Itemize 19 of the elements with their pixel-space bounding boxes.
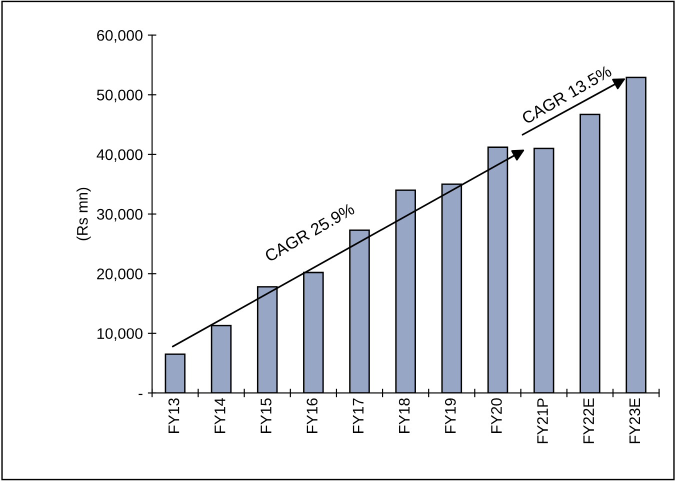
y-tick-label: 50,000: [96, 90, 142, 102]
x-tick-label: FY15: [260, 398, 272, 433]
x-tick-label: FY23E: [629, 398, 640, 444]
x-tick-label: FY16: [306, 398, 318, 433]
y-tick-label: 10,000: [98, 328, 142, 341]
x-tick-label: FY22E: [583, 398, 594, 444]
x-tick-label: FY14: [214, 398, 226, 433]
y-tick-label: 40,000: [96, 149, 142, 162]
y-tick-label: 20,000: [97, 268, 142, 282]
x-tick-label: FY17: [352, 398, 364, 433]
y-tick-label: 30,000: [96, 208, 142, 222]
y-tick-label: -: [138, 394, 142, 396]
y-tick-label: 60,000: [97, 30, 142, 43]
x-tick-label: FY20: [491, 398, 502, 433]
x-tick-label: FY19: [444, 398, 456, 433]
x-tick-label: FY18: [398, 398, 410, 433]
x-tick-label: FY21P: [537, 398, 548, 444]
y-axis-title: (Rs mn): [76, 188, 91, 240]
x-tick-label: FY13: [168, 398, 180, 433]
